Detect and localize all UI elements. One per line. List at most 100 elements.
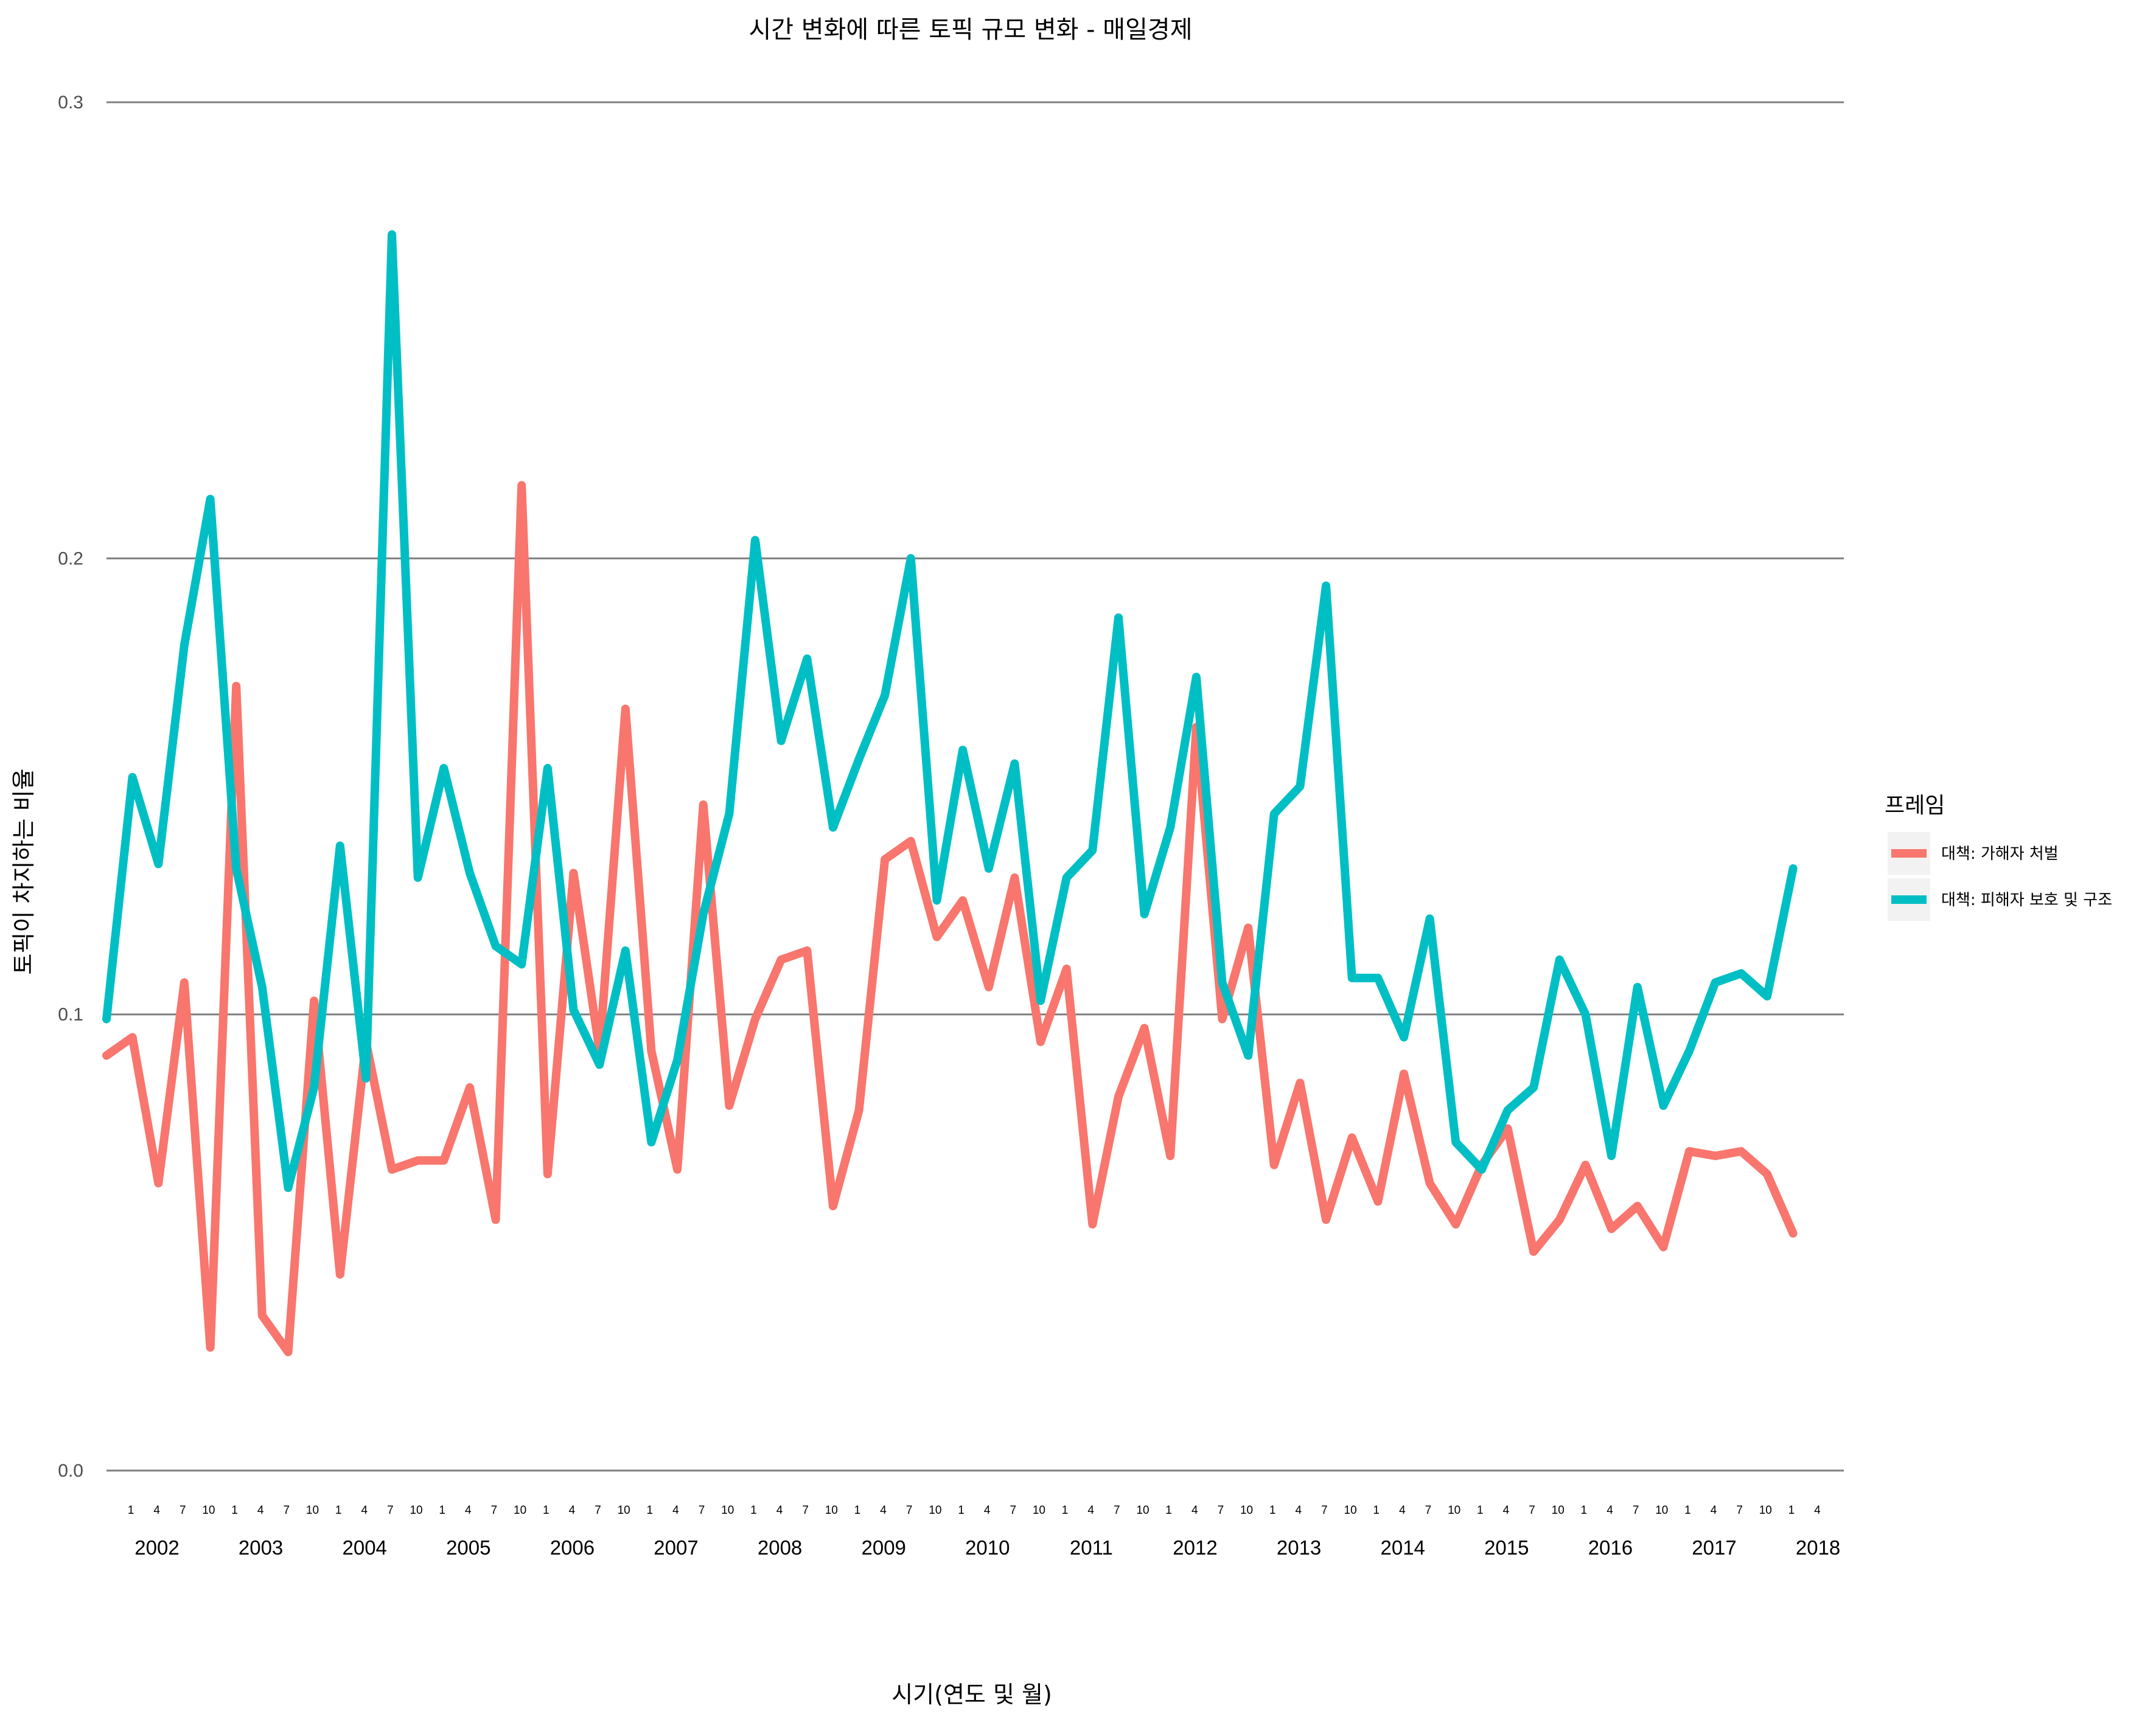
x-tick-month-label: 4	[776, 1504, 783, 1517]
x-tick-month-label: 4	[569, 1504, 576, 1517]
x-tick-month-label: 4	[1503, 1504, 1510, 1517]
x-tick-month-label: 1	[647, 1504, 654, 1517]
x-tick-month-label: 1	[854, 1504, 861, 1517]
x-tick-year-label: 2002	[134, 1536, 179, 1559]
series-lines	[102, 230, 1798, 1357]
y-tick-label: 0.1	[58, 1005, 83, 1025]
x-tick-month-label: 10	[721, 1504, 734, 1517]
x-tick-year-label: 2003	[239, 1536, 283, 1559]
x-tick-month-label: 10	[929, 1504, 941, 1517]
x-tick-month-label: 10	[306, 1504, 319, 1517]
x-tick-year-label: 2017	[1692, 1536, 1736, 1559]
x-tick-year-label: 2005	[446, 1536, 490, 1559]
y-tick-label: 0.2	[58, 548, 83, 569]
x-tick-month-label: 4	[1296, 1504, 1302, 1517]
x-tick-month-label: 1	[1788, 1504, 1795, 1517]
x-tick-month-label: 4	[672, 1504, 679, 1517]
x-tick-year-label: 2012	[1173, 1536, 1217, 1559]
x-tick-month-label: 4	[880, 1504, 887, 1517]
x-tick-month-label: 10	[1759, 1504, 1772, 1517]
x-tick-month-label: 1	[1165, 1504, 1172, 1517]
x-axis-month-labels: 1 4 7 10 1 4 7 10 1 4 7 10 1 4 7 10 1 4 7 10 1 4 7 10 1 4 7 10 1 4 7 10…	[128, 1504, 1821, 1517]
x-tick-month-label: 10	[1033, 1504, 1045, 1517]
x-tick-month-label: 4	[153, 1504, 160, 1517]
x-tick-month-label: 7	[1425, 1504, 1432, 1517]
x-tick-year-label: 2016	[1588, 1536, 1633, 1559]
x-tick-month-label: 10	[1655, 1504, 1668, 1517]
x-tick-year-label: 2014	[1380, 1536, 1425, 1559]
series-line	[102, 481, 1798, 1357]
y-axis-title: 토픽이 차지하는 비율	[10, 769, 37, 975]
series-line	[102, 230, 1798, 1192]
x-tick-month-label: 7	[906, 1504, 913, 1517]
x-tick-month-label: 4	[257, 1504, 264, 1517]
x-tick-month-label: 4	[1191, 1504, 1198, 1517]
x-tick-year-label: 2004	[342, 1536, 386, 1559]
x-tick-month-label: 1	[958, 1504, 965, 1517]
x-tick-month-label: 1	[1062, 1504, 1069, 1517]
x-tick-year-label: 2018	[1796, 1536, 1840, 1559]
x-tick-year-label: 2010	[965, 1536, 1010, 1559]
x-tick-month-label: 10	[825, 1504, 838, 1517]
x-tick-month-label: 7	[387, 1504, 394, 1517]
x-tick-month-label: 10	[1552, 1504, 1565, 1517]
y-tick-label: 0.0	[58, 1461, 83, 1481]
x-tick-month-label: 7	[491, 1504, 498, 1517]
x-tick-month-label: 1	[1581, 1504, 1588, 1517]
x-tick-month-label: 4	[465, 1504, 472, 1517]
x-tick-month-label: 10	[1136, 1504, 1149, 1517]
y-axis-ticks: 0.0 0.1 0.2 0.3	[58, 93, 83, 1481]
x-tick-year-label: 2009	[861, 1536, 905, 1559]
x-tick-month-label: 10	[202, 1504, 215, 1517]
x-tick-month-label: 7	[1114, 1504, 1120, 1517]
x-tick-month-label: 1	[439, 1504, 445, 1517]
x-tick-month-label: 7	[180, 1504, 186, 1517]
x-tick-month-label: 10	[1240, 1504, 1253, 1517]
x-tick-month-label: 7	[595, 1504, 601, 1517]
x-tick-month-label: 10	[1448, 1504, 1460, 1517]
x-axis-title: 시기(연도 및 월)	[891, 1681, 1052, 1708]
x-tick-month-label: 7	[802, 1504, 809, 1517]
x-tick-year-label: 2013	[1277, 1536, 1321, 1559]
x-tick-month-label: 4	[1607, 1504, 1613, 1517]
legend-item-label: 대책: 피해자 보호 및 구조	[1941, 891, 2112, 909]
x-tick-month-label: 1	[1684, 1504, 1691, 1517]
x-tick-month-label: 10	[1344, 1504, 1357, 1517]
x-tick-month-label: 7	[1736, 1504, 1743, 1517]
x-tick-month-label: 1	[335, 1504, 342, 1517]
x-tick-month-label: 1	[128, 1504, 134, 1517]
chart-title: 시간 변화에 따른 토픽 규모 변화 - 매일경제	[748, 16, 1192, 44]
x-tick-month-label: 4	[1711, 1504, 1717, 1517]
x-tick-month-label: 4	[361, 1504, 368, 1517]
x-tick-month-label: 1	[543, 1504, 549, 1517]
x-tick-year-label: 2008	[758, 1536, 802, 1559]
x-tick-month-label: 4	[1087, 1504, 1094, 1517]
x-tick-month-label: 7	[1529, 1504, 1535, 1517]
gridlines	[106, 101, 1844, 1472]
x-tick-year-label: 2006	[550, 1536, 595, 1559]
x-tick-month-label: 1	[1477, 1504, 1484, 1517]
x-tick-month-label: 10	[618, 1504, 630, 1517]
legend-item-label: 대책: 가해자 처벌	[1941, 845, 2059, 863]
x-tick-month-label: 1	[750, 1504, 757, 1517]
x-axis-year-labels: 2002 2003 2004 2005 2006 2007 2008 2009 2010 2011…	[134, 1536, 1840, 1559]
x-tick-month-label: 7	[1010, 1504, 1016, 1517]
x-tick-month-label: 7	[699, 1504, 705, 1517]
legend-title: 프레임	[1885, 793, 1945, 818]
x-tick-month-label: 1	[1373, 1504, 1380, 1517]
x-tick-year-label: 2007	[654, 1536, 698, 1559]
x-tick-month-label: 7	[1321, 1504, 1328, 1517]
x-tick-month-label: 1	[1269, 1504, 1276, 1517]
x-tick-year-label: 2015	[1484, 1536, 1529, 1559]
x-tick-month-label: 4	[1814, 1504, 1821, 1517]
x-tick-month-label: 7	[284, 1504, 290, 1517]
x-tick-month-label: 1	[231, 1504, 238, 1517]
x-tick-month-label: 10	[410, 1504, 422, 1517]
x-tick-year-label: 2011	[1070, 1536, 1113, 1559]
y-tick-label: 0.3	[58, 93, 83, 113]
x-tick-month-label: 7	[1633, 1504, 1639, 1517]
x-tick-month-label: 4	[1399, 1504, 1406, 1517]
x-tick-month-label: 4	[984, 1504, 991, 1517]
x-tick-month-label: 7	[1218, 1504, 1224, 1517]
